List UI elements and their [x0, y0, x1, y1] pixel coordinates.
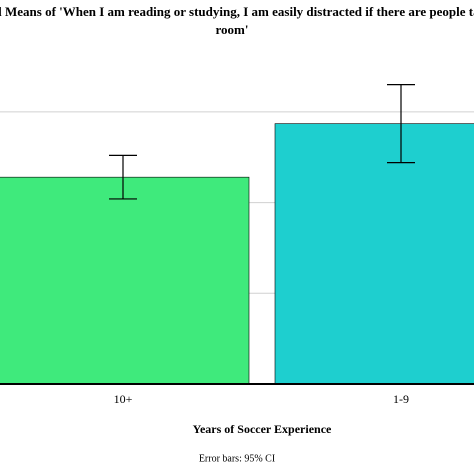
chart-title: nal Means of 'When I am reading or study…: [0, 4, 474, 19]
note: Error bars: 95% CI: [199, 453, 275, 464]
x-tick-label: 1-9: [393, 392, 409, 406]
chart-title: room': [216, 22, 249, 37]
bar: [0, 176, 250, 385]
x-axis-title: Years of Soccer Experience: [193, 422, 332, 436]
bar: [274, 123, 474, 385]
x-tick-label: 10+: [114, 392, 133, 406]
